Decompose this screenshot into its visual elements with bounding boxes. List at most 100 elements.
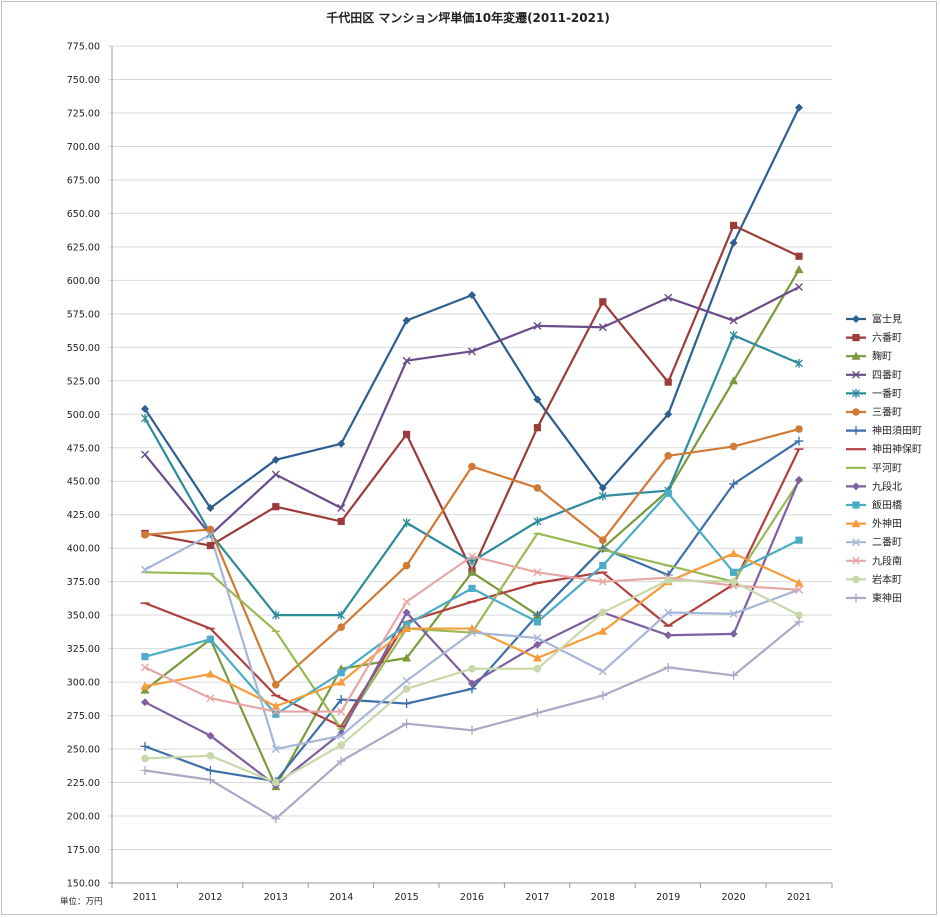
data-point-15-1 xyxy=(205,775,215,785)
legend-label-3: 四番町 xyxy=(872,369,902,381)
data-point-12-4 xyxy=(402,676,411,685)
legend-marker-13 xyxy=(852,556,860,565)
data-point-10-3 xyxy=(337,669,345,677)
data-point-1-3 xyxy=(337,517,345,526)
data-point-1-4 xyxy=(403,430,411,438)
y-tick-label: 575.00 xyxy=(67,309,100,320)
data-point-15-0 xyxy=(140,766,150,776)
data-point-6-3 xyxy=(336,695,346,705)
data-point-14-6 xyxy=(533,664,542,673)
x-tick-label: 2013 xyxy=(264,892,288,903)
y-tick-label: 475.00 xyxy=(67,443,100,454)
y-tick-label: 275.00 xyxy=(67,711,100,722)
data-point-15-6 xyxy=(532,708,542,718)
y-tick-label: 725.00 xyxy=(67,108,100,119)
y-tick-label: 225.00 xyxy=(67,778,100,789)
x-tick-label: 2021 xyxy=(787,892,811,903)
data-point-14-7 xyxy=(599,608,607,617)
y-tick-label: 600.00 xyxy=(67,276,100,287)
data-point-5-7 xyxy=(599,536,607,544)
data-point-13-3 xyxy=(337,707,346,716)
data-point-14-10 xyxy=(795,611,803,619)
unit-label: 単位：万円 xyxy=(60,896,103,907)
legend-marker-15 xyxy=(851,593,861,603)
data-point-6-6 xyxy=(532,610,542,620)
data-point-13-10 xyxy=(795,585,803,594)
data-point-15-10 xyxy=(794,617,804,627)
y-tick-label: 500.00 xyxy=(67,410,100,421)
data-point-9-8 xyxy=(664,631,673,640)
chart-title: 千代田区 マンション坪単価10年変遷(2011-2021) xyxy=(326,10,610,25)
y-tick-label: 525.00 xyxy=(67,376,100,387)
y-tick-label: 250.00 xyxy=(67,745,100,756)
y-tick-label: 375.00 xyxy=(67,577,100,588)
data-point-6-0 xyxy=(140,741,150,751)
data-point-4-6 xyxy=(533,516,542,526)
data-point-11-1 xyxy=(205,669,215,678)
data-point-1-8 xyxy=(664,378,672,386)
legend-label-8: 平河町 xyxy=(872,462,902,474)
legend-label-5: 三番町 xyxy=(872,407,902,419)
data-point-10-9 xyxy=(730,568,738,576)
data-point-4-0 xyxy=(141,413,149,423)
legend-label-13: 九段南 xyxy=(872,554,902,567)
data-point-4-4 xyxy=(402,518,411,528)
data-point-3-5 xyxy=(468,347,476,356)
data-point-3-4 xyxy=(402,356,411,365)
data-point-4-2 xyxy=(271,610,280,620)
data-point-9-6 xyxy=(533,640,542,649)
data-point-13-5 xyxy=(468,552,476,561)
data-point-14-1 xyxy=(206,751,215,760)
data-point-2-0 xyxy=(140,685,150,694)
data-point-11-7 xyxy=(598,626,608,635)
data-point-14-2 xyxy=(272,778,280,787)
data-point-9-0 xyxy=(141,698,149,707)
data-point-11-4 xyxy=(402,624,412,633)
data-point-2-4 xyxy=(402,653,412,662)
data-point-0-5 xyxy=(468,291,476,300)
x-tick-label: 2020 xyxy=(722,892,746,903)
data-point-14-5 xyxy=(468,664,476,673)
legend-label-0: 富士見 xyxy=(872,313,902,326)
legend-marker-10 xyxy=(852,501,860,509)
y-tick-label: 350.00 xyxy=(67,611,100,622)
legend-label-10: 飯田橋 xyxy=(872,499,902,512)
data-point-6-9 xyxy=(729,479,739,489)
data-point-6-7 xyxy=(598,543,608,553)
data-point-9-3 xyxy=(337,729,346,738)
y-tick-label: 700.00 xyxy=(67,142,100,153)
x-axis-ticks: 2011 2012 2013 2014 2015 2016 2017 2018 2019 2020… xyxy=(111,883,833,903)
data-point-5-9 xyxy=(729,442,738,451)
data-point-2-9 xyxy=(729,376,739,385)
x-tick-label: 2014 xyxy=(329,892,353,903)
data-point-10-1 xyxy=(206,635,214,643)
data-point-5-10 xyxy=(795,425,803,433)
legend-label-6: 神田須田町 xyxy=(872,424,922,437)
data-point-3-9 xyxy=(729,316,738,325)
data-point-12-0 xyxy=(141,565,149,574)
y-tick-label: 150.00 xyxy=(67,879,100,890)
data-point-12-6 xyxy=(533,633,542,642)
data-point-6-10 xyxy=(794,436,804,446)
data-point-3-8 xyxy=(664,293,673,302)
y-tick-label: 325.00 xyxy=(67,644,100,655)
data-point-6-1 xyxy=(205,766,215,776)
y-tick-label: 300.00 xyxy=(67,678,100,689)
data-point-11-0 xyxy=(140,681,150,690)
data-point-0-7 xyxy=(598,483,607,492)
data-point-1-6 xyxy=(533,424,541,432)
data-point-11-6 xyxy=(532,653,542,662)
data-point-5-0 xyxy=(141,531,149,539)
x-tick-label: 2011 xyxy=(133,892,157,903)
data-point-11-3 xyxy=(336,677,346,686)
data-point-11-9 xyxy=(729,549,739,558)
legend-marker-2 xyxy=(851,351,861,360)
legend: 富士見六番町麹町四番町一番町三番町神田須田町神田神保町平河町九段北飯田橋外神田二… xyxy=(846,313,922,605)
data-point-9-9 xyxy=(729,629,738,638)
data-point-15-4 xyxy=(402,719,412,729)
data-point-14-4 xyxy=(402,685,411,693)
y-tick-label: 675.00 xyxy=(67,175,100,186)
y-tick-label: 775.00 xyxy=(67,42,100,53)
